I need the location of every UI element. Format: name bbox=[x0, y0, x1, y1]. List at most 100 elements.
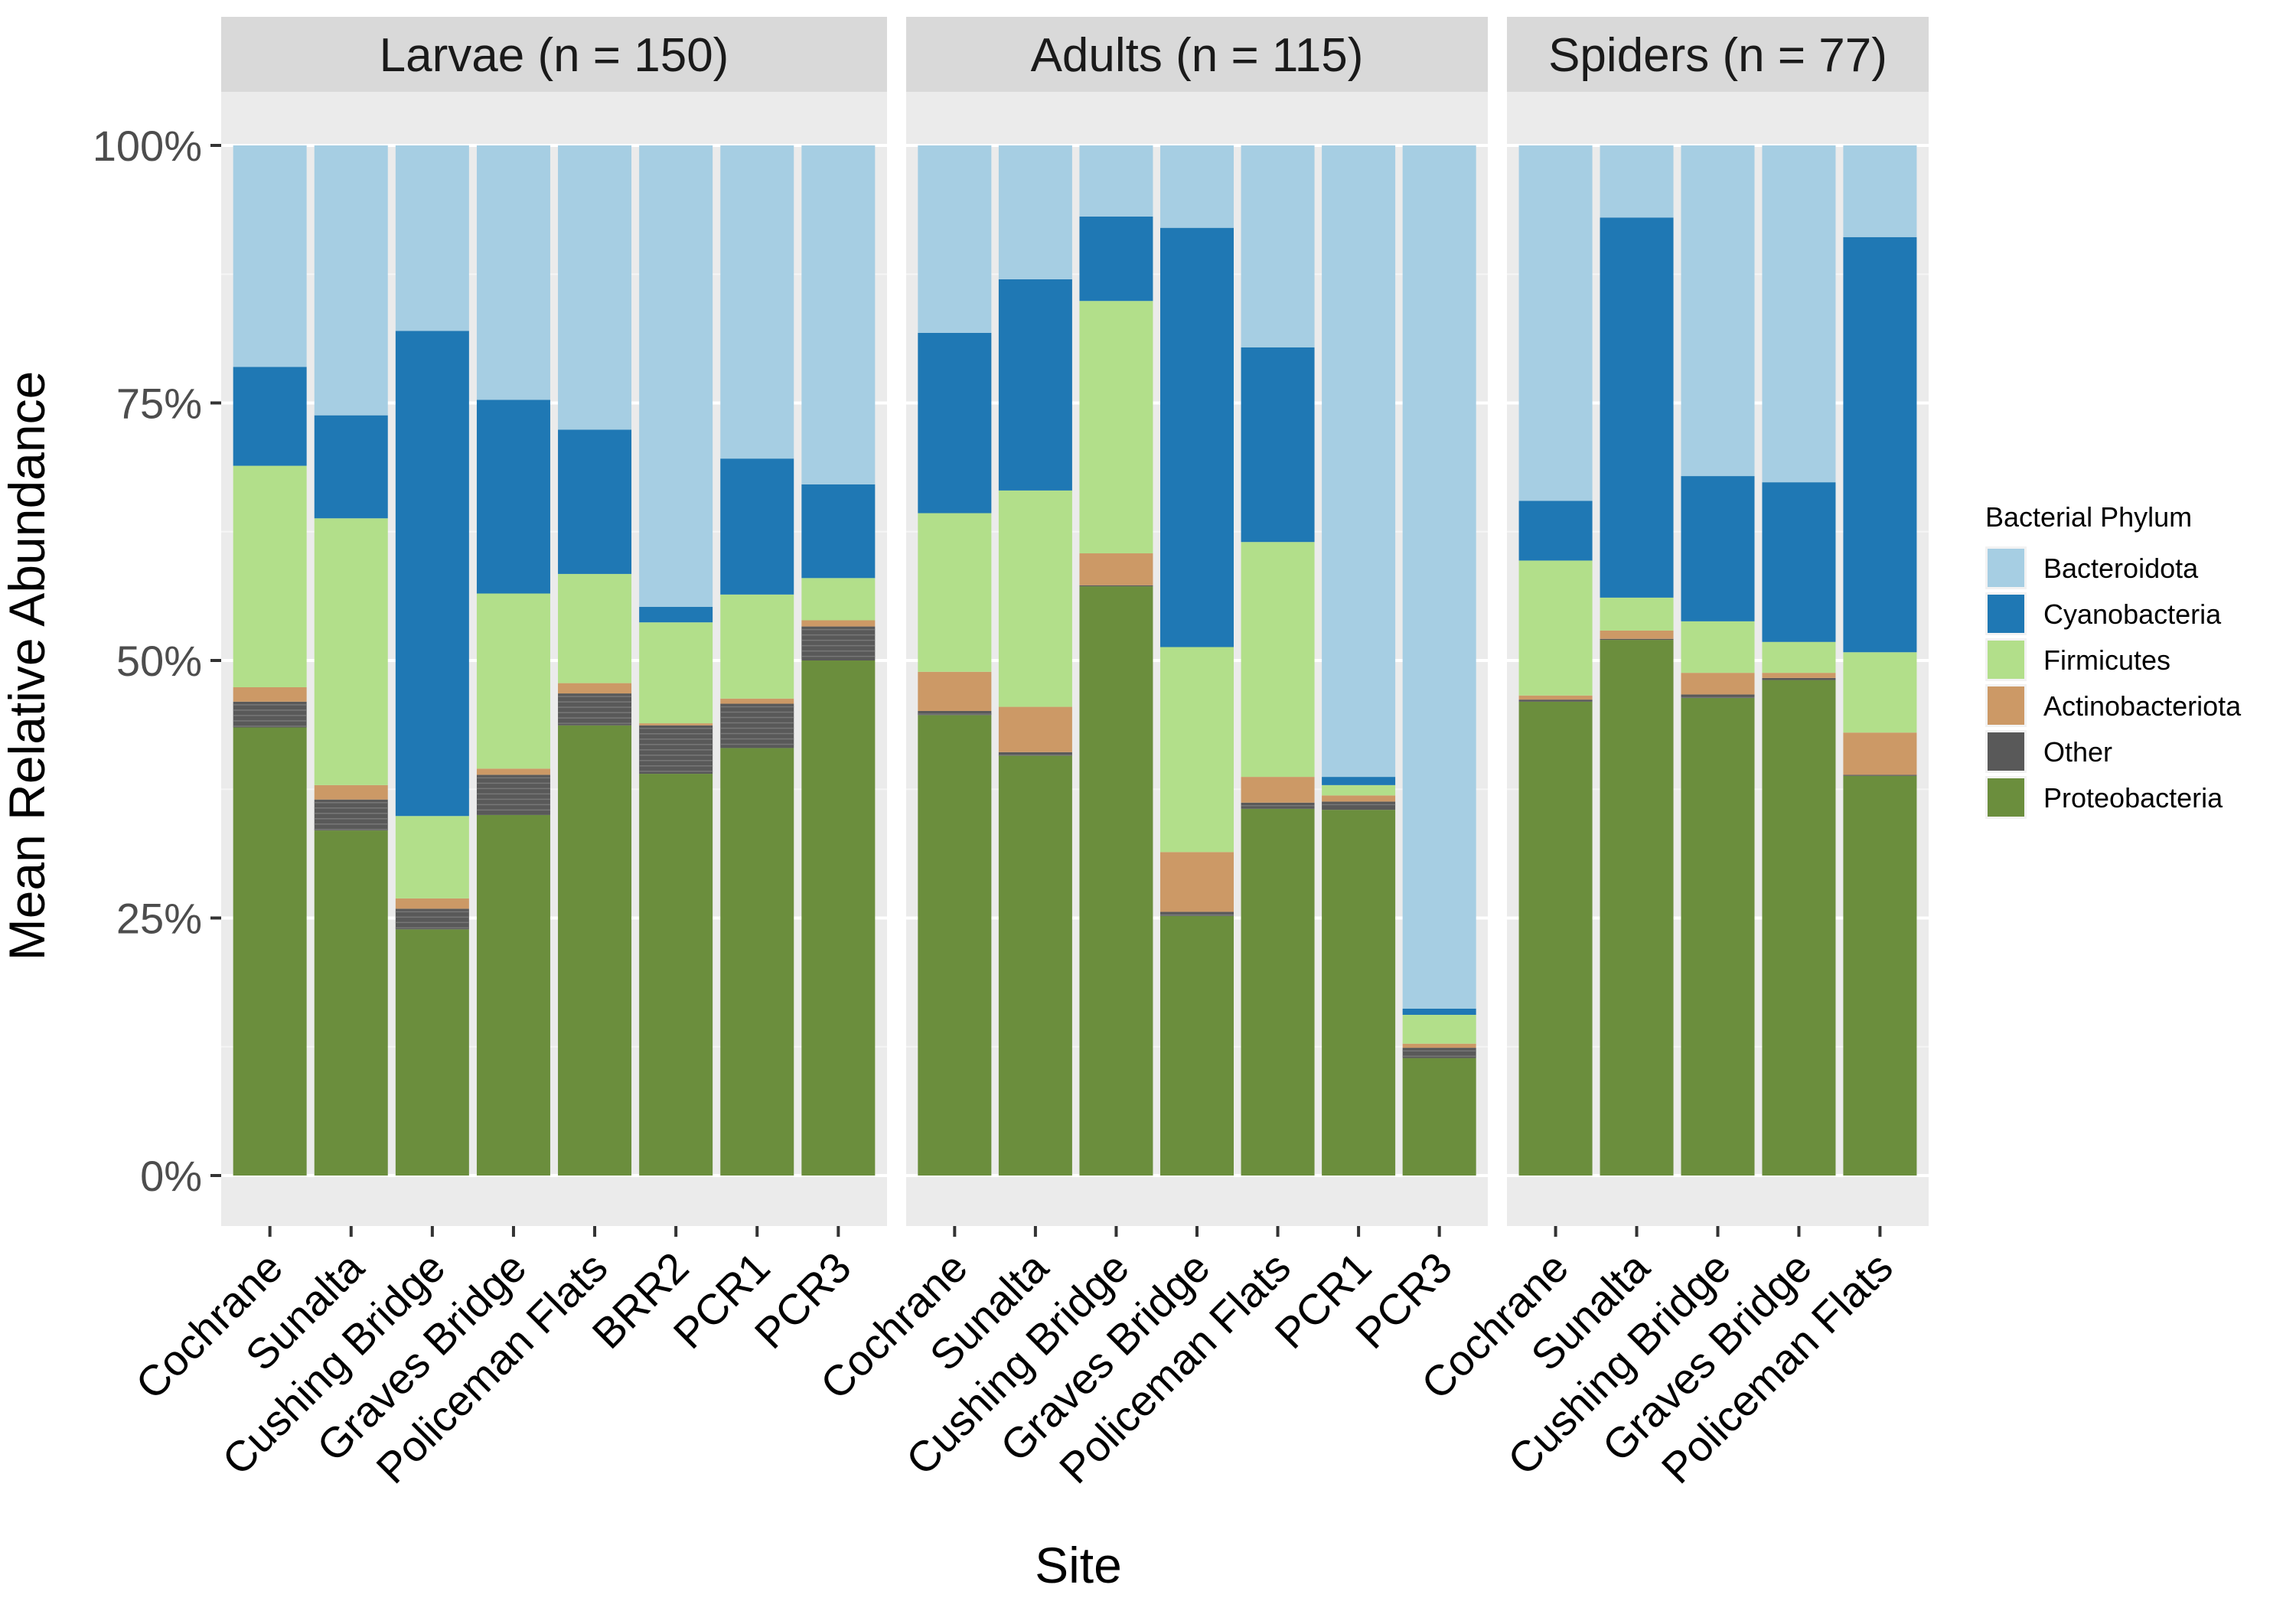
bar-segment-bacteroidota bbox=[801, 145, 876, 484]
bar-segment-firmicutes bbox=[720, 594, 794, 699]
bar-segment-bacteroidota bbox=[639, 145, 713, 608]
bar-segment-firmicutes bbox=[558, 573, 632, 683]
bar-segment-bacteroidota bbox=[1322, 145, 1396, 778]
bar-segment-actinobacteriota bbox=[314, 784, 388, 800]
bar-segment-firmicutes bbox=[801, 578, 876, 621]
bar-segment-firmicutes bbox=[1160, 647, 1234, 853]
bar-segment-cyanobacteria bbox=[1241, 347, 1315, 543]
bar-segment-proteobacteria bbox=[476, 814, 550, 1176]
legend-title: Bacterial Phylum bbox=[1985, 501, 2192, 533]
bar-segment-cyanobacteria bbox=[998, 279, 1072, 491]
legend-label-other: Other bbox=[2043, 736, 2112, 768]
bar-segment-bacteroidota bbox=[918, 145, 992, 333]
bar-segment-firmicutes bbox=[1762, 641, 1836, 673]
bar-segment-proteobacteria bbox=[1402, 1058, 1476, 1176]
bar-segment-firmicutes bbox=[998, 490, 1072, 707]
bar-segment-cyanobacteria bbox=[801, 484, 876, 579]
bar-segment-proteobacteria bbox=[1681, 697, 1755, 1176]
bar-segment-other bbox=[233, 701, 307, 728]
bar-segment-other bbox=[314, 799, 388, 831]
bar-segment-other bbox=[720, 703, 794, 748]
bar-segment-other bbox=[476, 775, 550, 815]
x-axis-title: Site bbox=[1035, 1537, 1122, 1593]
bar-segment-cyanobacteria bbox=[395, 331, 469, 817]
facet-strip-label: Spiders (n = 77) bbox=[1548, 29, 1887, 82]
bar-segment-cyanobacteria bbox=[233, 367, 307, 466]
bar-segment-actinobacteriota bbox=[720, 698, 794, 704]
bar-segment-actinobacteriota bbox=[918, 671, 992, 711]
bar-segment-firmicutes bbox=[1322, 784, 1396, 796]
bar-segment-cyanobacteria bbox=[314, 415, 388, 519]
bar-segment-actinobacteriota bbox=[558, 683, 632, 694]
bar-segment-other bbox=[1681, 694, 1755, 698]
bar-segment-other bbox=[1518, 700, 1593, 702]
bar-segment-proteobacteria bbox=[639, 774, 713, 1176]
bar-segment-cyanobacteria bbox=[720, 458, 794, 595]
bar-segment-bacteroidota bbox=[558, 145, 632, 430]
bar-segment-actinobacteriota bbox=[998, 706, 1072, 752]
bar-segment-actinobacteriota bbox=[1241, 777, 1315, 803]
bar-segment-cyanobacteria bbox=[1518, 501, 1593, 561]
facet-strip bbox=[906, 17, 1488, 92]
bar-segment-proteobacteria bbox=[1600, 640, 1674, 1176]
bar-segment-actinobacteriota bbox=[1518, 695, 1593, 700]
bar-segment-firmicutes bbox=[395, 816, 469, 898]
legend-swatch-other bbox=[1988, 732, 2024, 771]
bar-segment-proteobacteria bbox=[233, 727, 307, 1176]
bar-segment-actinobacteriota bbox=[476, 768, 550, 775]
y-axis-title: Mean Relative Abundance bbox=[0, 371, 55, 961]
bar-segment-actinobacteriota bbox=[1322, 795, 1396, 802]
bar-segment-firmicutes bbox=[639, 622, 713, 724]
bar-segment-actinobacteriota bbox=[395, 898, 469, 909]
legend-label-cyanobacteria: Cyanobacteria bbox=[2043, 598, 2222, 630]
bar-segment-proteobacteria bbox=[395, 929, 469, 1176]
bar-segment-other bbox=[1079, 585, 1153, 587]
bar-segment-bacteroidota bbox=[998, 145, 1072, 279]
bar-segment-firmicutes bbox=[1241, 542, 1315, 778]
bar-segment-proteobacteria bbox=[314, 830, 388, 1176]
bar-segment-bacteroidota bbox=[1843, 145, 1917, 237]
bar-segment-actinobacteriota bbox=[1762, 673, 1836, 678]
legend-label-actinobacteriota: Actinobacteriota bbox=[2043, 690, 2242, 722]
bar-segment-firmicutes bbox=[918, 513, 992, 672]
bar-segment-actinobacteriota bbox=[1681, 673, 1755, 695]
bar-segment-proteobacteria bbox=[1762, 680, 1836, 1176]
bar-segment-other bbox=[998, 752, 1072, 755]
bar-segment-other bbox=[1160, 911, 1234, 916]
y-tick-label: 25% bbox=[116, 895, 202, 943]
bar-segment-actinobacteriota bbox=[1160, 852, 1234, 912]
bar-segment-bacteroidota bbox=[720, 145, 794, 459]
bar-segment-bacteroidota bbox=[314, 145, 388, 416]
bar-segment-proteobacteria bbox=[1241, 808, 1315, 1176]
bar-segment-firmicutes bbox=[1518, 560, 1593, 696]
bar-segment-bacteroidota bbox=[1079, 145, 1153, 217]
bar-segment-actinobacteriota bbox=[1843, 732, 1917, 775]
bar-segment-firmicutes bbox=[1600, 597, 1674, 631]
bar-segment-bacteroidota bbox=[476, 145, 550, 400]
bar-segment-cyanobacteria bbox=[558, 429, 632, 574]
y-tick-label: 0% bbox=[140, 1152, 202, 1200]
bar-segment-cyanobacteria bbox=[1681, 476, 1755, 621]
bar-segment-cyanobacteria bbox=[639, 607, 713, 623]
bar-segment-proteobacteria bbox=[1160, 915, 1234, 1176]
y-axis: 0% 25% 50% 75% 100% bbox=[93, 122, 221, 1200]
bar-segment-proteobacteria bbox=[1079, 586, 1153, 1176]
legend: Bacterial Phylum Bacteroidota Cyanobacter… bbox=[1985, 501, 2242, 819]
legend-swatch-bacteroidota bbox=[1988, 549, 2024, 587]
bar-segment-actinobacteriota bbox=[1402, 1043, 1476, 1048]
bar-segment-bacteroidota bbox=[1518, 145, 1593, 501]
y-tick-label: 50% bbox=[116, 637, 202, 685]
legend-label-firmicutes: Firmicutes bbox=[2043, 644, 2170, 676]
bar-segment-bacteroidota bbox=[1600, 145, 1674, 218]
legend-items: Bacteroidota Cyanobacteria Firmicutes Actin… bbox=[1985, 546, 2242, 819]
legend-swatch-proteobacteria bbox=[1988, 778, 2024, 817]
bar-segment-firmicutes bbox=[1681, 621, 1755, 673]
legend-label-proteobacteria: Proteobacteria bbox=[2043, 782, 2223, 814]
bar-segment-bacteroidota bbox=[395, 145, 469, 331]
x-tick-label: PCR3 bbox=[745, 1243, 860, 1358]
bar-segment-actinobacteriota bbox=[801, 620, 876, 627]
